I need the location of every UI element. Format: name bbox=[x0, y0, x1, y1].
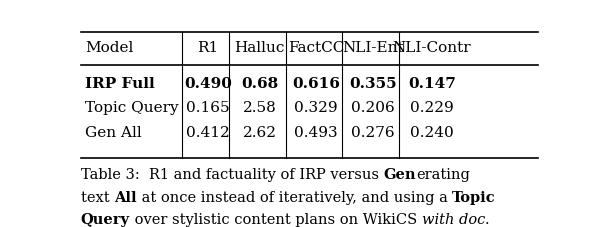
Text: Halluc: Halluc bbox=[235, 41, 285, 55]
Text: 0.206: 0.206 bbox=[351, 101, 395, 115]
Text: 0.329: 0.329 bbox=[294, 101, 338, 115]
Text: at once instead of iteratively, and using a: at once instead of iteratively, and usin… bbox=[137, 190, 452, 204]
Text: 0.240: 0.240 bbox=[410, 125, 454, 139]
Text: erating: erating bbox=[416, 167, 470, 181]
Text: IRP Full: IRP Full bbox=[85, 76, 155, 90]
Text: Topic: Topic bbox=[452, 190, 496, 204]
Text: All: All bbox=[114, 190, 137, 204]
Text: 2.62: 2.62 bbox=[243, 125, 277, 139]
Text: NLI-Contr: NLI-Contr bbox=[392, 41, 471, 55]
Text: 0.355: 0.355 bbox=[349, 76, 396, 90]
Text: 0.68: 0.68 bbox=[241, 76, 278, 90]
Text: 0.165: 0.165 bbox=[186, 101, 230, 115]
Text: 0.412: 0.412 bbox=[186, 125, 230, 139]
Text: Query: Query bbox=[81, 212, 130, 227]
Text: 0.276: 0.276 bbox=[351, 125, 395, 139]
Text: with doc: with doc bbox=[421, 212, 485, 227]
Text: Gen: Gen bbox=[383, 167, 416, 181]
Text: Model: Model bbox=[85, 41, 134, 55]
Text: 0.493: 0.493 bbox=[294, 125, 338, 139]
Text: 0.616: 0.616 bbox=[292, 76, 340, 90]
Text: 0.147: 0.147 bbox=[408, 76, 455, 90]
Text: Table 3:  R1 and factuality of IRP versus: Table 3: R1 and factuality of IRP versus bbox=[81, 167, 383, 181]
Text: R1: R1 bbox=[198, 41, 218, 55]
Text: over stylistic content plans on WikiCS: over stylistic content plans on WikiCS bbox=[130, 212, 421, 227]
Text: 2.58: 2.58 bbox=[243, 101, 277, 115]
Text: 0.490: 0.490 bbox=[184, 76, 232, 90]
Text: NLI-Ent: NLI-Ent bbox=[342, 41, 404, 55]
Text: Gen All: Gen All bbox=[85, 125, 142, 139]
Text: text: text bbox=[81, 190, 114, 204]
Text: Topic Query: Topic Query bbox=[85, 101, 179, 115]
Text: 0.229: 0.229 bbox=[410, 101, 454, 115]
Text: .: . bbox=[485, 212, 489, 227]
Text: FactCC: FactCC bbox=[288, 41, 345, 55]
